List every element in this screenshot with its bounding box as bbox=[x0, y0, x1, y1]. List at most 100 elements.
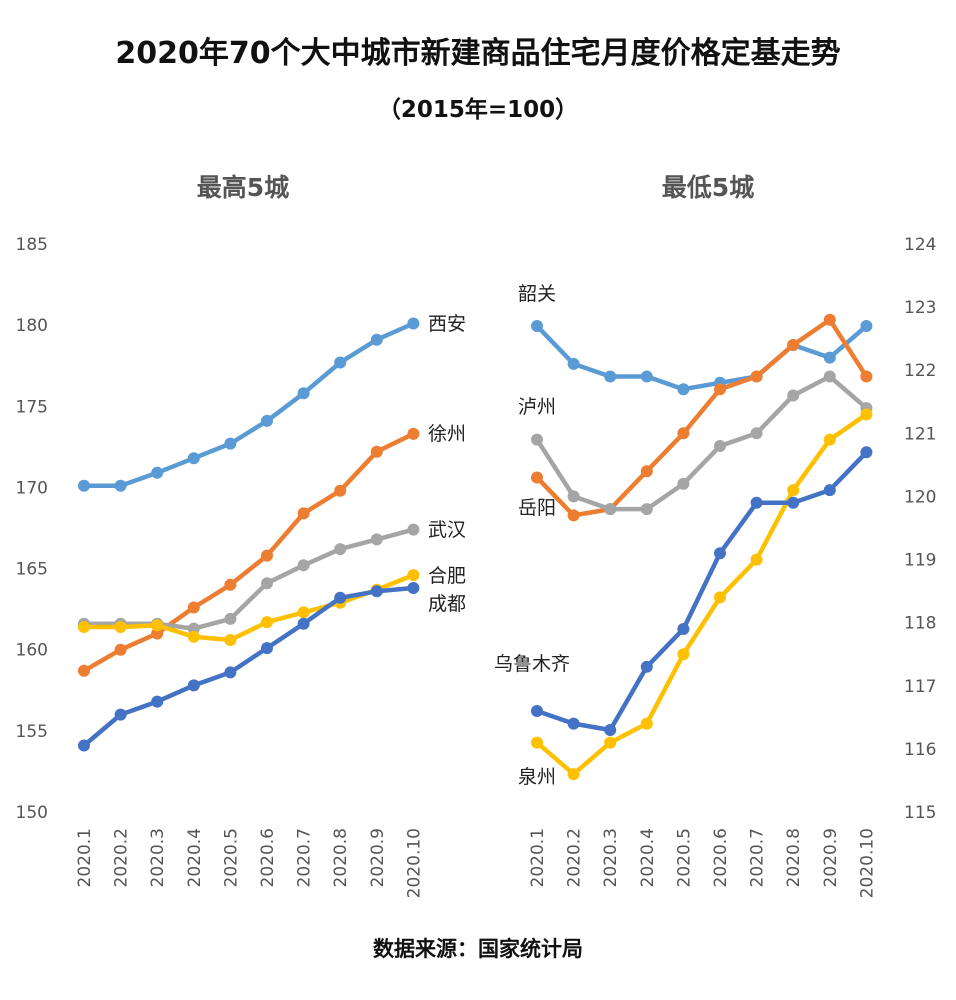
series-line bbox=[534, 323, 869, 392]
x-tick-label: 2020.5 bbox=[674, 828, 694, 887]
data-point bbox=[334, 591, 347, 604]
series-line bbox=[81, 585, 416, 748]
y-tick-label: 150 bbox=[16, 803, 48, 823]
data-point bbox=[787, 339, 800, 351]
series-label: 合肥 bbox=[428, 565, 466, 587]
series-line bbox=[534, 412, 869, 777]
data-point bbox=[787, 389, 800, 402]
data-point bbox=[297, 617, 310, 630]
y-tick-label: 121 bbox=[904, 424, 936, 444]
series-line bbox=[81, 321, 416, 489]
data-point bbox=[677, 648, 690, 661]
data-point bbox=[714, 440, 726, 452]
series-line bbox=[81, 572, 416, 643]
data-point bbox=[407, 523, 420, 536]
x-tick-label: 2020.3 bbox=[601, 828, 621, 887]
data-point bbox=[787, 496, 800, 509]
data-point bbox=[750, 553, 763, 566]
y-tick-label: 165 bbox=[16, 560, 48, 580]
y-tick-label: 115 bbox=[904, 803, 936, 823]
data-point bbox=[297, 559, 310, 572]
data-point bbox=[370, 445, 383, 458]
data-point bbox=[531, 736, 543, 749]
x-tick-label: 2020.1 bbox=[75, 828, 95, 887]
data-point bbox=[823, 313, 836, 326]
panel-title: 最高5城 bbox=[197, 173, 289, 202]
chart-subtitle: （2015年=100） bbox=[377, 97, 579, 123]
series-line bbox=[81, 431, 416, 674]
data-point bbox=[604, 503, 617, 516]
data-point bbox=[114, 708, 127, 721]
data-point bbox=[567, 357, 580, 370]
data-point bbox=[860, 446, 873, 459]
series-label: 徐州 bbox=[428, 423, 466, 445]
data-point bbox=[224, 437, 237, 450]
series-label: 西安 bbox=[428, 313, 466, 335]
y-tick-label: 170 bbox=[16, 478, 48, 498]
data-point bbox=[823, 484, 836, 497]
data-point bbox=[78, 664, 90, 677]
data-point bbox=[677, 383, 690, 396]
y-tick-label: 175 bbox=[16, 397, 48, 417]
data-point bbox=[714, 547, 726, 560]
x-tick-label: 2020.7 bbox=[748, 828, 768, 887]
y-tick-label: 160 bbox=[16, 641, 48, 661]
data-point bbox=[640, 660, 653, 673]
y-tick-label: 120 bbox=[904, 487, 936, 507]
data-point bbox=[640, 370, 653, 383]
data-point bbox=[860, 320, 873, 332]
data-point bbox=[407, 317, 420, 330]
data-point bbox=[297, 387, 310, 400]
data-point bbox=[297, 507, 310, 520]
data-point bbox=[114, 643, 127, 656]
x-tick-label: 2020.7 bbox=[295, 828, 315, 887]
data-point bbox=[78, 479, 90, 492]
data-point bbox=[714, 591, 726, 604]
data-point bbox=[604, 370, 617, 383]
data-point bbox=[370, 333, 383, 346]
data-point bbox=[407, 582, 420, 594]
data-point bbox=[224, 634, 237, 646]
data-point bbox=[567, 717, 580, 730]
series-line bbox=[81, 527, 416, 631]
data-point bbox=[151, 466, 164, 479]
series-label: 岳阳 bbox=[518, 497, 556, 519]
data-point bbox=[187, 601, 200, 614]
data-point bbox=[370, 585, 383, 598]
y-tick-label: 180 bbox=[16, 316, 48, 336]
x-tick-label: 2020.6 bbox=[258, 828, 278, 887]
data-point bbox=[151, 619, 164, 632]
data-point bbox=[187, 630, 200, 643]
data-point bbox=[114, 621, 127, 633]
data-point bbox=[640, 717, 653, 730]
data-point bbox=[224, 612, 237, 625]
series-label: 武汉 bbox=[428, 519, 466, 541]
data-point bbox=[261, 549, 273, 562]
x-tick-label: 2020.6 bbox=[711, 828, 731, 887]
data-point bbox=[407, 427, 420, 440]
data-point bbox=[261, 616, 273, 629]
series-label: 成都 bbox=[428, 593, 466, 615]
x-tick-label: 2020.8 bbox=[784, 828, 804, 887]
data-point bbox=[78, 621, 90, 633]
data-point bbox=[640, 503, 653, 516]
data-point bbox=[750, 496, 763, 509]
data-point bbox=[604, 724, 617, 736]
data-point bbox=[334, 543, 347, 556]
data-point bbox=[750, 370, 763, 383]
data-point bbox=[114, 479, 127, 492]
data-point bbox=[567, 768, 580, 781]
x-tick-label: 2020.3 bbox=[148, 828, 168, 887]
x-tick-label: 2020.1 bbox=[528, 828, 548, 887]
data-point bbox=[823, 433, 836, 446]
data-point bbox=[860, 408, 873, 421]
x-tick-label: 2020.9 bbox=[821, 828, 841, 887]
data-point bbox=[370, 533, 383, 546]
series-label: 乌鲁木齐 bbox=[494, 653, 570, 675]
x-tick-label: 2020.5 bbox=[221, 828, 241, 887]
series-label: 韶关 bbox=[518, 283, 556, 305]
data-point bbox=[823, 370, 836, 383]
y-tick-label: 116 bbox=[904, 740, 936, 760]
series-line bbox=[534, 374, 869, 512]
